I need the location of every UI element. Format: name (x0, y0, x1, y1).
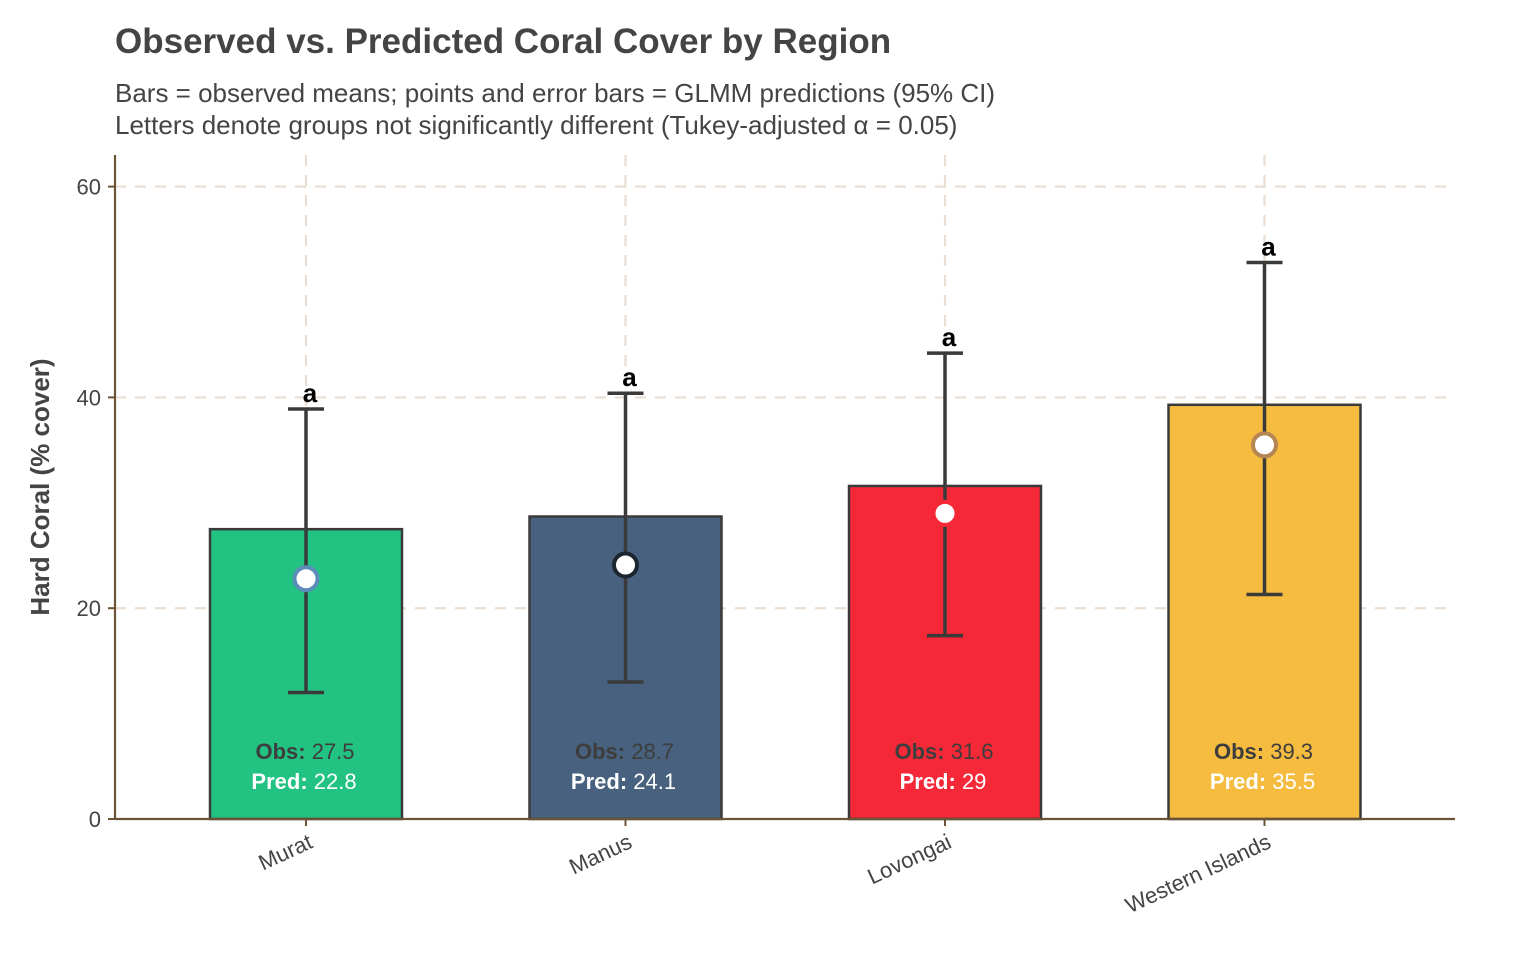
point-layer (292, 431, 1278, 593)
x-tick-label: Lovongai (864, 829, 956, 889)
y-tick-label: 0 (89, 807, 101, 832)
obs-label-value: 27.5 (312, 739, 355, 764)
group-letter: a (1261, 232, 1276, 262)
prediction-point (1251, 431, 1278, 459)
pred-label-prefix: Pred: (900, 769, 962, 794)
errorbar-layer (288, 260, 1283, 695)
prediction-point (931, 499, 959, 527)
obs-label-prefix: Obs: (255, 739, 311, 764)
pred-label-prefix: Pred: (1210, 769, 1272, 794)
obs-value-label: Obs: 28.7 (575, 739, 674, 764)
chart-subtitle-line-2: Letters denote groups not significantly … (115, 110, 958, 140)
pred-label-value: 22.8 (314, 769, 357, 794)
obs-value-label: Obs: 27.5 (255, 739, 354, 764)
obs-value-label: Obs: 39.3 (1214, 739, 1313, 764)
pred-label-value: 35.5 (1272, 769, 1315, 794)
chart-subtitle-line-1: Bars = observed means; points and error … (115, 78, 996, 108)
x-tick-label: Murat (255, 829, 317, 875)
y-tick-label: 20 (77, 596, 101, 621)
x-tick-label: Manus (565, 829, 635, 880)
pred-label-prefix: Pred: (571, 769, 633, 794)
obs-label-prefix: Obs: (575, 739, 631, 764)
x-tick-label: Western Islands (1121, 829, 1274, 918)
group-letter: a (303, 378, 318, 408)
obs-label-prefix: Obs: (894, 739, 950, 764)
obs-label-value: 28.7 (631, 739, 674, 764)
obs-value-label: Obs: 31.6 (894, 739, 993, 764)
pred-value-label: Pred: 22.8 (251, 769, 356, 794)
pred-value-label: Pred: 29 (900, 769, 987, 794)
axis-layer (108, 155, 1455, 826)
bar-layer (208, 403, 1362, 821)
chart-title: Observed vs. Predicted Coral Cover by Re… (115, 22, 892, 61)
pred-label-value: 29 (962, 769, 986, 794)
group-letter: a (942, 322, 957, 352)
y-tick-label: 40 (77, 385, 101, 410)
obs-label-value: 39.3 (1270, 739, 1313, 764)
y-tick-label: 60 (77, 175, 101, 200)
prediction-point (292, 565, 320, 593)
obs-label-value: 31.6 (951, 739, 994, 764)
group-letter: a (622, 362, 637, 392)
pred-label-prefix: Pred: (251, 769, 313, 794)
pred-label-value: 24.1 (633, 769, 676, 794)
prediction-point (612, 551, 639, 579)
obs-label-prefix: Obs: (1214, 739, 1270, 764)
pred-value-label: Pred: 35.5 (1210, 769, 1315, 794)
y-axis-label: Hard Coral (% cover) (25, 358, 55, 615)
pred-value-label: Pred: 24.1 (571, 769, 676, 794)
